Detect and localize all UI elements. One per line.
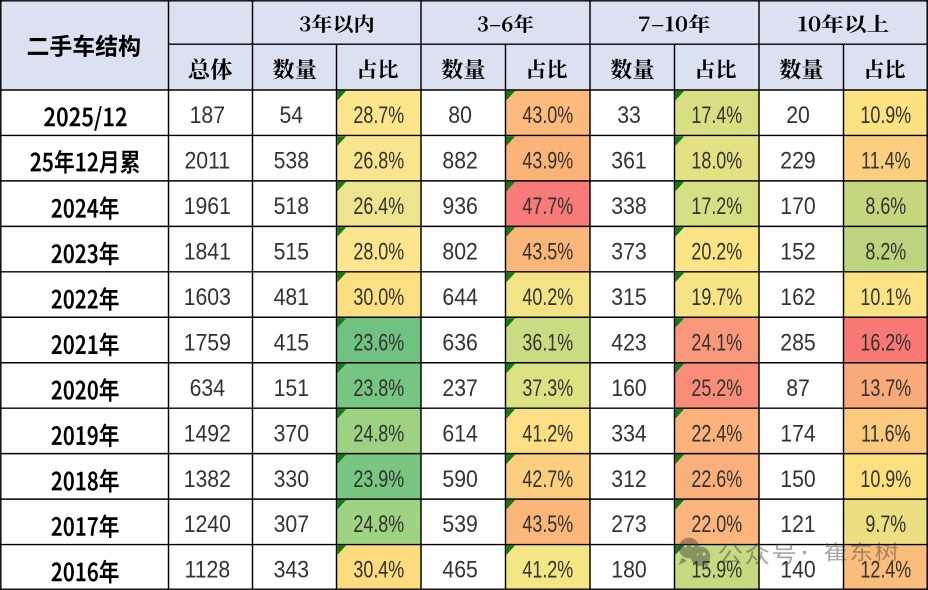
svg-text:80: 80: [448, 102, 472, 128]
svg-text:24.8%: 24.8%: [353, 512, 404, 538]
svg-text:22.0%: 22.0%: [691, 512, 742, 538]
svg-text:43.5%: 43.5%: [522, 239, 573, 265]
svg-text:170: 170: [780, 193, 815, 219]
svg-text:10.9%: 10.9%: [860, 467, 911, 493]
svg-text:8.6%: 8.6%: [865, 194, 906, 220]
svg-text:802: 802: [442, 238, 477, 264]
svg-text:28.7%: 28.7%: [353, 103, 404, 129]
svg-text:1492: 1492: [184, 420, 231, 446]
svg-text:1961: 1961: [184, 193, 231, 219]
svg-text:1841: 1841: [184, 238, 231, 264]
svg-text:423: 423: [611, 329, 646, 355]
svg-text:30.0%: 30.0%: [353, 285, 404, 311]
svg-text:330: 330: [274, 466, 309, 492]
svg-text:229: 229: [780, 148, 815, 174]
svg-text:285: 285: [780, 329, 815, 355]
svg-text:539: 539: [442, 511, 477, 537]
svg-text:152: 152: [780, 238, 815, 264]
svg-text:43.9%: 43.9%: [522, 148, 573, 174]
svg-text:23.9%: 23.9%: [353, 467, 404, 493]
svg-text:373: 373: [611, 238, 646, 264]
svg-text:41.2%: 41.2%: [522, 557, 573, 583]
svg-text:28.0%: 28.0%: [353, 239, 404, 265]
svg-text:160: 160: [611, 375, 646, 401]
svg-text:151: 151: [274, 375, 309, 401]
svg-text:23.8%: 23.8%: [353, 376, 404, 402]
svg-text:590: 590: [442, 466, 477, 492]
svg-text:26.4%: 26.4%: [353, 194, 404, 220]
svg-text:43.5%: 43.5%: [522, 512, 573, 538]
svg-text:140: 140: [780, 557, 815, 583]
svg-text:2011: 2011: [184, 148, 230, 174]
svg-text:538: 538: [274, 148, 309, 174]
svg-text:162: 162: [780, 284, 815, 310]
svg-text:23.6%: 23.6%: [353, 330, 404, 356]
svg-text:9.7%: 9.7%: [865, 512, 906, 538]
svg-text:343: 343: [274, 557, 309, 583]
svg-text:30.4%: 30.4%: [353, 557, 404, 583]
svg-text:187: 187: [190, 102, 225, 128]
svg-text:121: 121: [780, 511, 815, 537]
svg-text:180: 180: [611, 557, 646, 583]
svg-text:1128: 1128: [184, 557, 230, 583]
svg-text:237: 237: [442, 375, 477, 401]
svg-text:26.8%: 26.8%: [353, 148, 404, 174]
svg-text:47.7%: 47.7%: [522, 194, 573, 220]
svg-text:614: 614: [442, 420, 477, 446]
svg-text:370: 370: [274, 420, 309, 446]
svg-text:25.2%: 25.2%: [691, 376, 742, 402]
svg-text:18.0%: 18.0%: [691, 148, 742, 174]
svg-text:1240: 1240: [184, 511, 231, 537]
svg-text:10.9%: 10.9%: [860, 103, 911, 129]
svg-text:636: 636: [442, 329, 477, 355]
svg-text:481: 481: [274, 284, 309, 310]
svg-text:315: 315: [611, 284, 646, 310]
svg-text:8.2%: 8.2%: [865, 239, 906, 265]
svg-text:54: 54: [279, 102, 303, 128]
svg-text:43.0%: 43.0%: [522, 103, 573, 129]
svg-text:465: 465: [442, 557, 477, 583]
svg-text:338: 338: [611, 193, 646, 219]
svg-text:11.4%: 11.4%: [861, 148, 911, 174]
svg-text:20.2%: 20.2%: [691, 239, 742, 265]
svg-text:11.6%: 11.6%: [861, 421, 911, 447]
svg-text:1382: 1382: [184, 466, 231, 492]
svg-text:24.1%: 24.1%: [691, 330, 742, 356]
svg-text:17.2%: 17.2%: [691, 194, 742, 220]
svg-text:16.2%: 16.2%: [860, 330, 911, 356]
svg-text:19.7%: 19.7%: [691, 285, 742, 311]
svg-text:150: 150: [780, 466, 815, 492]
svg-text:37.3%: 37.3%: [522, 376, 573, 402]
svg-text:24.8%: 24.8%: [353, 421, 404, 447]
svg-text:361: 361: [611, 148, 646, 174]
svg-text:87: 87: [786, 375, 810, 401]
svg-text:17.4%: 17.4%: [691, 103, 742, 129]
svg-text:33: 33: [617, 102, 641, 128]
svg-text:42.7%: 42.7%: [522, 467, 573, 493]
svg-text:36.1%: 36.1%: [522, 330, 573, 356]
svg-text:1759: 1759: [184, 329, 231, 355]
svg-text:518: 518: [274, 193, 309, 219]
svg-text:1603: 1603: [184, 284, 231, 310]
svg-text:273: 273: [611, 511, 646, 537]
svg-text:10.1%: 10.1%: [860, 285, 911, 311]
svg-text:41.2%: 41.2%: [522, 421, 573, 447]
svg-text:882: 882: [442, 148, 477, 174]
svg-text:12.4%: 12.4%: [860, 557, 911, 583]
svg-text:515: 515: [274, 238, 309, 264]
svg-text:15.9%: 15.9%: [691, 557, 742, 583]
svg-text:312: 312: [611, 466, 646, 492]
svg-text:22.6%: 22.6%: [691, 467, 742, 493]
svg-text:174: 174: [780, 420, 815, 446]
svg-text:936: 936: [442, 193, 477, 219]
svg-text:644: 644: [442, 284, 477, 310]
svg-text:13.7%: 13.7%: [860, 376, 911, 402]
svg-text:20: 20: [786, 102, 810, 128]
svg-text:415: 415: [274, 329, 309, 355]
svg-text:40.2%: 40.2%: [522, 285, 573, 311]
svg-text:334: 334: [611, 420, 646, 446]
svg-text:22.4%: 22.4%: [691, 421, 742, 447]
svg-text:634: 634: [190, 375, 225, 401]
svg-text:307: 307: [274, 511, 309, 537]
